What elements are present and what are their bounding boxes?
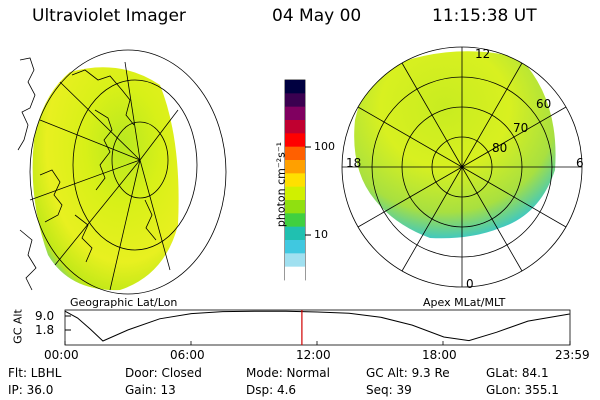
colorbar-swatch — [285, 80, 305, 94]
xtick-1200: 12:00 — [296, 348, 331, 362]
apex-polar-panel — [341, 46, 583, 288]
uv-emission-earth-disk — [32, 67, 179, 291]
mlt-label-6: 6 — [576, 156, 584, 170]
xtick-1800: 18:00 — [422, 348, 457, 362]
mlat-label-70: 70 — [513, 121, 529, 135]
altitude-ylabel: GC Alt — [11, 309, 25, 344]
left-panel-caption: Geographic Lat/Lon — [70, 296, 178, 309]
status-seq: Seq: 39 — [366, 383, 412, 397]
colorbar — [284, 79, 311, 281]
colorbar-swatch — [285, 120, 305, 134]
mlt-label-12: 12 — [475, 47, 491, 61]
colorbar-swatch — [285, 266, 305, 281]
altitude-ytick-low: 1.8 — [35, 323, 55, 337]
colorbar-swatch — [285, 93, 305, 108]
status-gc-alt: GC Alt: 9.3 Re — [366, 366, 450, 380]
status-door: Door: Closed — [125, 366, 202, 380]
right-panel-caption: Apex MLat/MLT — [423, 296, 506, 309]
colorbar-swatch — [285, 186, 305, 201]
colorbar-tick-10: 10 — [314, 228, 328, 241]
observation-time: 11:15:38 UT — [432, 6, 537, 26]
colorbar-swatch — [285, 253, 305, 268]
geographic-image-panel — [17, 49, 227, 295]
geo-grid — [29, 49, 227, 295]
colorbar-swatch — [285, 240, 305, 254]
colorbar-swatch — [285, 200, 305, 214]
colorbar-swatch — [285, 173, 305, 188]
mlat-label-60: 60 — [536, 97, 552, 111]
instrument-title: Ultraviolet Imager — [32, 6, 186, 26]
mlt-label-18: 18 — [346, 156, 362, 170]
status-glon: GLon: 355.1 — [486, 383, 559, 397]
colorbar-swatch — [285, 133, 305, 148]
altitude-ytick-high: 9.0 — [35, 309, 55, 323]
observation-date: 04 May 00 — [272, 6, 362, 26]
xtick-0000: 00:00 — [44, 348, 79, 362]
polar-grid — [341, 46, 583, 288]
status-ip: IP: 36.0 — [8, 383, 54, 397]
coastlines — [17, 57, 157, 291]
status-glat: GLat: 84.1 — [486, 366, 549, 380]
colorbar-unit-label: photon cm⁻²s⁻¹ — [274, 141, 288, 228]
colorbar-swatch — [285, 160, 305, 174]
xtick-0600: 06:00 — [170, 348, 205, 362]
status-dsp: Dsp: 4.6 — [246, 383, 297, 397]
colorbar-swatch — [285, 106, 305, 121]
colorbar-swatch — [285, 226, 305, 241]
mlt-label-0: 0 — [466, 277, 474, 291]
altitude-curve — [64, 310, 570, 342]
colorbar-tick-100: 100 — [314, 140, 335, 153]
mlat-label-80: 80 — [492, 141, 508, 155]
status-filter: Flt: LBHL — [8, 366, 62, 380]
xtick-2359: 23:59 — [555, 348, 590, 362]
uv-emission-polar — [354, 51, 556, 239]
altitude-plot — [64, 309, 571, 346]
status-mode: Mode: Normal — [246, 366, 330, 380]
colorbar-swatch — [285, 213, 305, 228]
colorbar-swatch — [285, 146, 305, 161]
status-gain: Gain: 13 — [125, 383, 176, 397]
